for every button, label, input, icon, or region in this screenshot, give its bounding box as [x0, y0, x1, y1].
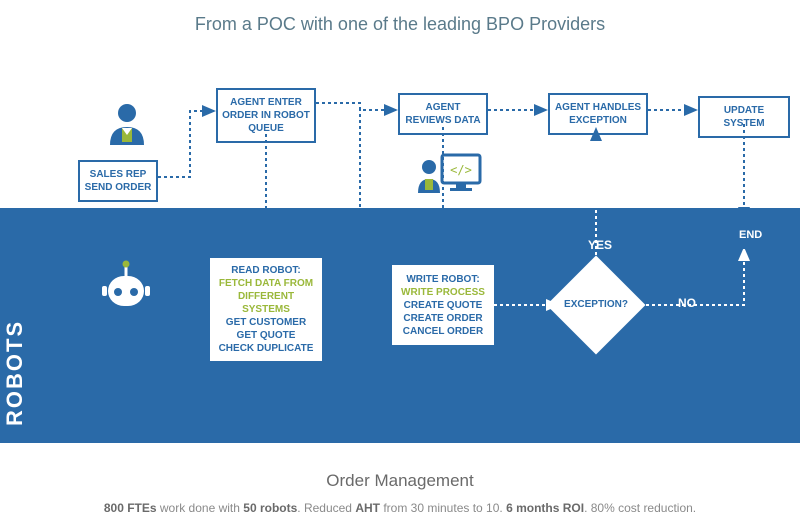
node-read-robot: READ ROBOT:FETCH DATA FROMDIFFERENT SYST… — [210, 258, 322, 361]
node-write-robot: WRITE ROBOT:WRITE PROCESSCREATE QUOTECRE… — [392, 265, 494, 345]
footer-title: Order Management — [0, 443, 800, 491]
node-text: DIFFERENT SYSTEMS — [214, 290, 318, 316]
edge-label-no: NO — [678, 296, 696, 310]
robot-icon — [96, 256, 156, 321]
node-text: GET CUSTOMER — [226, 316, 306, 329]
edge-label-yes: YES — [588, 238, 612, 252]
node-agent-review: AGENTREVIEWS DATA — [398, 93, 488, 135]
svg-text:</>: </> — [450, 163, 472, 177]
node-text: AGENT — [426, 101, 461, 114]
node-text: CANCEL ORDER — [403, 325, 483, 338]
node-text: GET QUOTE — [237, 329, 296, 342]
footer-part: from 30 minutes to 10. — [380, 501, 506, 515]
node-text: READ ROBOT: — [231, 264, 300, 277]
footer-part: . Reduced — [297, 501, 355, 515]
node-text: CHECK DUPLICATE — [219, 342, 314, 355]
node-update-sys: UPDATE SYSTEM — [698, 96, 790, 138]
footer-part: AHT — [355, 501, 380, 515]
node-text: AGENT HANDLES — [555, 101, 641, 114]
footer-part: . 80% cost reduction. — [584, 501, 696, 515]
node-text: WRITE ROBOT: — [406, 273, 479, 286]
swimlane-container: HUMANS ROBOTS </> — [0, 43, 800, 443]
footer-part: 6 months ROI — [506, 501, 584, 515]
agent-monitor-icon: </> — [416, 145, 482, 202]
node-text: WRITE PROCESS — [401, 286, 485, 299]
node-agent-except: AGENT HANDLESEXCEPTION — [548, 93, 648, 135]
decision-label: EXCEPTION? — [556, 299, 636, 310]
agent-icon — [106, 101, 148, 154]
node-text: FETCH DATA FROM — [219, 277, 313, 290]
node-text: EXCEPTION — [569, 114, 627, 127]
node-text: ORDER IN ROBOT — [222, 109, 310, 122]
node-text: QUEUE — [248, 122, 284, 135]
node-text: REVIEWS DATA — [405, 114, 480, 127]
node-text: SEND ORDER — [85, 181, 152, 194]
footer-subtitle: 800 FTEs work done with 50 robots. Reduc… — [0, 491, 800, 515]
node-text: CREATE ORDER — [403, 312, 482, 325]
node-text: CREATE QUOTE — [404, 299, 483, 312]
footer-part: work done with — [157, 501, 244, 515]
footer-part: 800 FTEs — [104, 501, 157, 515]
lane-label-robots: ROBOTS — [0, 273, 30, 473]
node-text: AGENT ENTER — [230, 96, 302, 109]
node-sales-rep: SALES REPSEND ORDER — [78, 160, 158, 202]
node-text: UPDATE SYSTEM — [704, 104, 784, 130]
node-agent-queue: AGENT ENTERORDER IN ROBOTQUEUE — [216, 88, 316, 143]
node-text: SALES REP — [90, 168, 147, 181]
footer-part: 50 robots — [243, 501, 297, 515]
end-node: END — [725, 221, 776, 249]
page-title: From a POC with one of the leading BPO P… — [0, 0, 800, 43]
